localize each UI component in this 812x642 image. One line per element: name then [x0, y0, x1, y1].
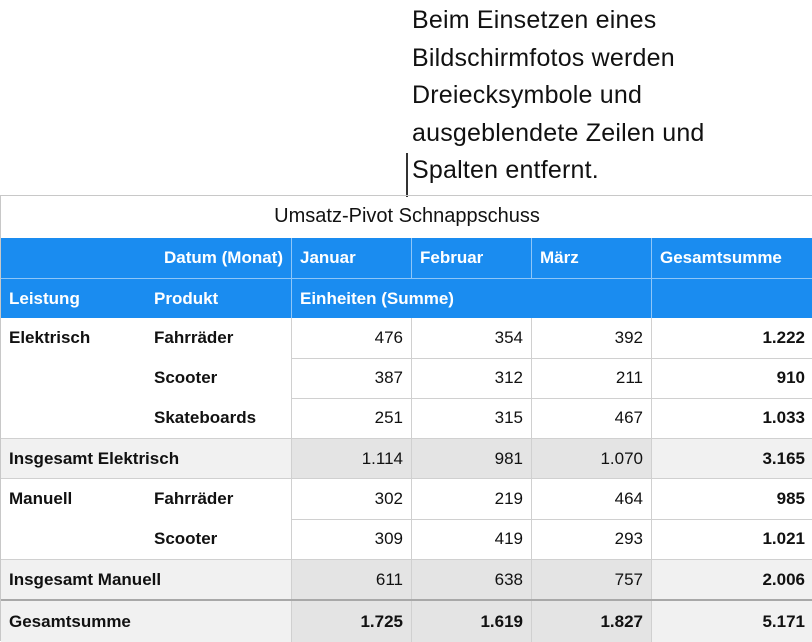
value-cell: 309	[291, 519, 411, 559]
product-label: Scooter	[154, 368, 218, 387]
row-divider	[1, 438, 812, 439]
group-label: Manuell	[9, 489, 73, 508]
subtotal-total: 3.165	[651, 439, 812, 478]
product-label: Scooter	[154, 529, 218, 548]
grand-total-value: 1.827	[531, 601, 651, 642]
row-divider	[291, 519, 812, 520]
value-cell: 293	[531, 519, 651, 559]
value-cell: 302	[291, 479, 411, 519]
product-label: Skateboards	[154, 408, 257, 427]
header-row-fields: Leistung Produkt Einheiten (Summe)	[1, 278, 812, 318]
value-cell: 211	[531, 358, 651, 398]
product-label: Fahrräder	[154, 328, 234, 347]
grand-total-label: Gesamtsumme	[9, 611, 131, 631]
row-divider	[1, 559, 812, 560]
grand-total-value: 1.619	[411, 601, 531, 642]
subtotal-value: 1.070	[531, 439, 651, 478]
value-cell: 219	[411, 479, 531, 519]
row-total-cell: 910	[651, 358, 812, 398]
header-measure: Einheiten (Summe)	[291, 279, 651, 318]
grand-total-row: Gesamtsumme 1.725 1.619 1.827 5.171	[1, 601, 812, 642]
group-label: Elektrisch	[9, 328, 91, 347]
value-cell: 476	[291, 318, 411, 358]
header-produkt: Produkt	[154, 288, 219, 308]
value-cell: 419	[411, 519, 531, 559]
row-divider	[291, 398, 812, 399]
value-cell: 467	[531, 398, 651, 438]
subtotal-value: 757	[531, 560, 651, 599]
grand-total-total: 5.171	[651, 601, 812, 642]
value-cell: 312	[411, 358, 531, 398]
header-month-jan: Januar	[291, 238, 411, 278]
callout-text: Beim Einsetzen eines Bildschirmfotos wer…	[412, 6, 705, 184]
table-row: Skateboards 251 315 467 1.033	[1, 398, 812, 438]
header-month-mar: März	[531, 238, 651, 278]
subtotal-value: 1.114	[291, 439, 411, 478]
value-cell: 387	[291, 358, 411, 398]
subtotal-row: Insgesamt Elektrisch 1.114 981 1.070 3.1…	[1, 439, 812, 478]
value-cell: 251	[291, 398, 411, 438]
subtotal-value: 638	[411, 560, 531, 599]
row-total-cell: 1.021	[651, 519, 812, 559]
header-date-label: Datum (Monat)	[164, 248, 283, 267]
table-row: Scooter 387 312 211 910	[1, 358, 812, 398]
row-total-cell: 1.033	[651, 398, 812, 438]
header-leistung: Leistung	[9, 288, 80, 308]
product-label: Fahrräder	[154, 489, 234, 508]
subtotal-value: 611	[291, 560, 411, 599]
row-divider	[291, 358, 812, 359]
row-total-cell: 1.222	[651, 318, 812, 358]
grand-total-value: 1.725	[291, 601, 411, 642]
grand-total-divider	[1, 599, 812, 601]
value-cell: 464	[531, 479, 651, 519]
table-title: Umsatz-Pivot Schnappschuss	[274, 205, 540, 227]
table-row: Scooter 309 419 293 1.021	[1, 519, 812, 559]
table-row: Manuell Fahrräder 302 219 464 985	[1, 479, 812, 519]
row-total-cell: 985	[651, 479, 812, 519]
header-month-feb: Februar	[411, 238, 531, 278]
value-cell: 392	[531, 318, 651, 358]
row-divider	[1, 478, 812, 479]
pivot-table-snapshot: Umsatz-Pivot Schnappschuss Datum (Monat)…	[0, 195, 812, 642]
value-cell: 315	[411, 398, 531, 438]
subtotal-label: Insgesamt Elektrisch	[9, 448, 180, 468]
header-row-date: Datum (Monat) Januar Februar März Gesamt…	[1, 238, 812, 278]
header-grand-total: Gesamtsumme	[651, 238, 812, 278]
header-measure-total	[651, 279, 812, 318]
subtotal-label: Insgesamt Manuell	[9, 569, 162, 589]
value-cell: 354	[411, 318, 531, 358]
table-row: Elektrisch Fahrräder 476 354 392 1.222	[1, 318, 812, 358]
subtotal-total: 2.006	[651, 560, 812, 599]
callout-line	[406, 153, 408, 197]
subtotal-row: Insgesamt Manuell 611 638 757 2.006	[1, 560, 812, 599]
subtotal-value: 981	[411, 439, 531, 478]
